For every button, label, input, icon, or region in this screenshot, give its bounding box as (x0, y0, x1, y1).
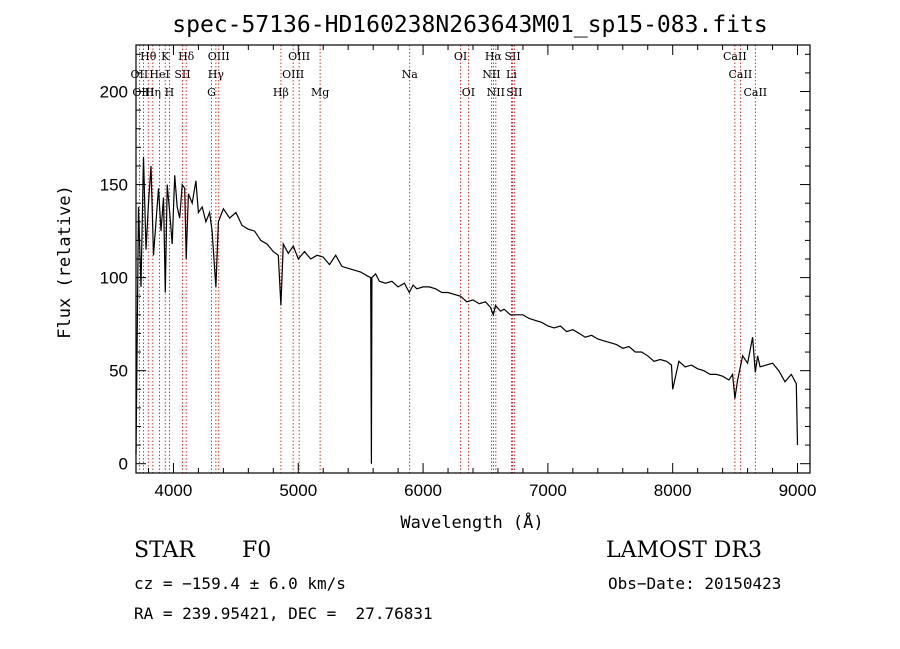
plot-frame (135, 44, 811, 474)
marker-label-mg: Mg (311, 86, 329, 99)
marker-label-h-gamma: Hγ (208, 68, 225, 81)
y-tick-label-100: 100 (100, 269, 128, 288)
x-tick-label-5000: 5000 (279, 481, 317, 500)
marker-label-sii-6717: SII (504, 50, 520, 63)
x-tick-label-4000: 4000 (155, 481, 193, 500)
marker-label-oiii-4363: OIII (208, 50, 230, 63)
x-tick-label-6000: 6000 (404, 481, 442, 500)
marker-label-h: H (165, 86, 175, 99)
line-markers (138, 45, 756, 473)
marker-label-oiii-3759: OIII (132, 86, 154, 99)
marker-label-h-alpha: Hα (485, 50, 503, 63)
x-tick-label-9000: 9000 (779, 481, 817, 500)
marker-label-na: Na (402, 68, 419, 81)
marker-label-hei-3889: HeI (149, 68, 169, 81)
observation-date: Obs−Date: 20150423 (608, 574, 782, 593)
marker-label-sii-6731: SII (506, 86, 522, 99)
marker-label-caii-8542: CaII (729, 68, 753, 81)
marker-label-oi-6300: OI (454, 50, 467, 63)
object-subclass: F0 (242, 538, 272, 563)
marker-label-nii-6583: NII (487, 86, 505, 99)
marker-label-k: K (161, 50, 170, 63)
marker-label-oi-6363: OI (462, 86, 475, 99)
marker-label-oii-3727: OII (131, 68, 149, 81)
survey-release: LAMOST DR3 (606, 538, 762, 563)
marker-label-oiii-4959: OIII (282, 68, 304, 81)
x-axis: 4000 5000 6000 7000 8000 9000 (147, 45, 817, 500)
chart-title: spec-57136-HD160238N263643M01_sp15-083.f… (172, 12, 767, 38)
marker-label-caii-8662: CaII (743, 86, 767, 99)
coordinates: RA = 239.95421, DEC = 27.76831 (134, 604, 433, 623)
y-tick-label-200: 200 (100, 83, 128, 102)
x-tick-label-7000: 7000 (529, 481, 567, 500)
marker-label-sii-4072: SII (174, 68, 190, 81)
marker-label-g: G (207, 86, 216, 99)
marker-label-h-delta: Hδ (178, 50, 195, 63)
marker-label-nii-6548: NII (482, 68, 500, 81)
marker-label-li: Li (506, 68, 517, 81)
y-tick-label-0: 0 (119, 455, 128, 474)
object-class: STAR (134, 538, 195, 563)
series-line-spectrum (135, 156, 799, 464)
y-tick-label-50: 50 (109, 362, 128, 381)
marker-label-oiii-5007: OIII (288, 50, 310, 63)
y-axis: 0 50 100 150 200 (100, 53, 810, 474)
marker-label-h-beta: Hβ (273, 86, 289, 99)
marker-label-h-theta: Hθ (140, 50, 157, 63)
x-axis-label: Wavelength (Å) (400, 511, 543, 533)
y-tick-label-150: 150 (100, 176, 128, 195)
marker-label-caii-8498: CaII (723, 50, 747, 63)
x-tick-label-8000: 8000 (654, 481, 692, 500)
marker-label-h-eta: Hη (145, 86, 161, 99)
redshift-cz: cz = −159.4 ± 6.0 km/s (134, 574, 346, 593)
y-axis-label: Flux (relative) (55, 185, 75, 339)
